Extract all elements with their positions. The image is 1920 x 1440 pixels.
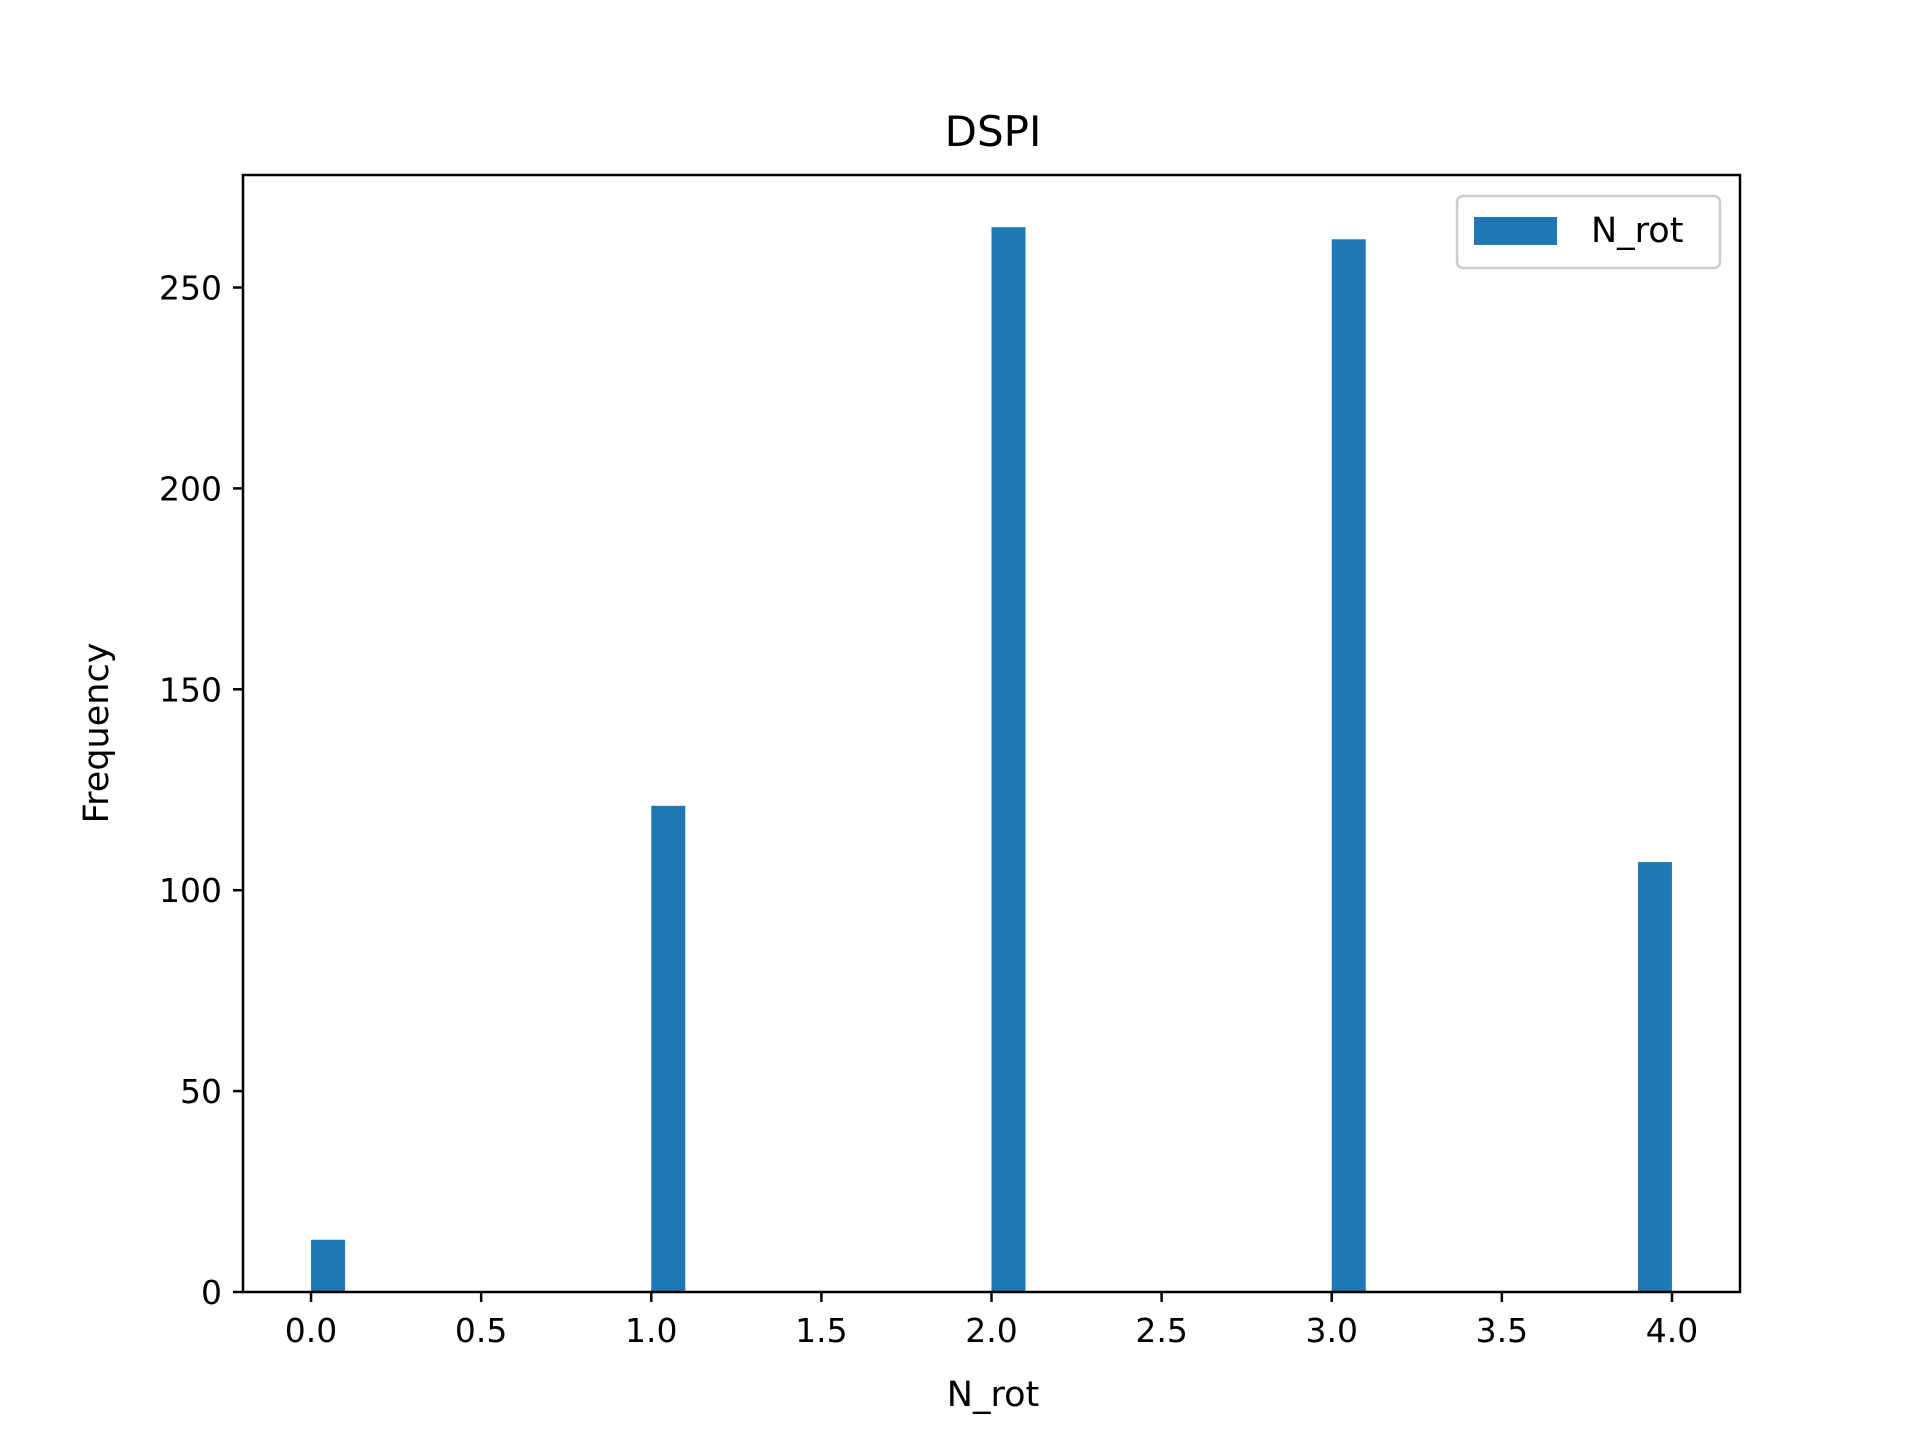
x-tick-label: 0.5 xyxy=(455,1311,507,1350)
x-tick-label: 1.5 xyxy=(795,1311,847,1350)
x-tick-label: 3.0 xyxy=(1305,1311,1357,1350)
legend-label: N_rot xyxy=(1591,211,1683,251)
x-tick-label: 2.0 xyxy=(965,1311,1017,1350)
x-tick-label: 3.5 xyxy=(1476,1311,1528,1350)
histogram-bar xyxy=(1331,239,1366,1292)
x-tick-label: 2.5 xyxy=(1135,1311,1187,1350)
legend-box xyxy=(1455,194,1722,270)
y-tick-label: 200 xyxy=(159,469,222,508)
y-tick-label: 150 xyxy=(159,670,222,709)
x-tick-label: 0.0 xyxy=(285,1311,337,1350)
chart-title: DSPI xyxy=(945,107,1042,156)
histogram-bar xyxy=(1637,862,1672,1292)
legend: N_rot xyxy=(1455,194,1722,270)
y-tick-label: 0 xyxy=(201,1273,222,1312)
legend-swatch xyxy=(1474,217,1557,245)
histogram-bar xyxy=(311,1239,346,1292)
y-tick-label: 50 xyxy=(180,1072,222,1111)
histogram-bar xyxy=(991,227,1026,1293)
x-tick-label: 1.0 xyxy=(625,1311,677,1350)
bars-layer xyxy=(311,227,1672,1293)
y-tick-label: 250 xyxy=(159,269,222,308)
y-tick-label: 100 xyxy=(159,871,222,910)
x-tick-label: 4.0 xyxy=(1646,1311,1698,1350)
y-axis: 0 50 100 150 200 250 xyxy=(159,269,243,1312)
y-axis-label: Frequency xyxy=(77,643,117,824)
x-axis: 0.0 0.5 1.0 1.5 2.0 2.5 3.0 3.5 4.0 xyxy=(285,1292,1698,1350)
x-axis-label: N_rot xyxy=(947,1375,1039,1415)
histogram-bar xyxy=(651,805,686,1292)
